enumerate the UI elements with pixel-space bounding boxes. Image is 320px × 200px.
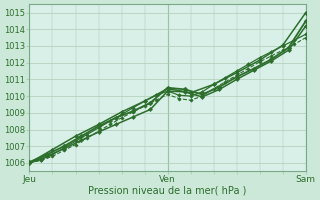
- X-axis label: Pression niveau de la mer( hPa ): Pression niveau de la mer( hPa ): [88, 186, 247, 196]
